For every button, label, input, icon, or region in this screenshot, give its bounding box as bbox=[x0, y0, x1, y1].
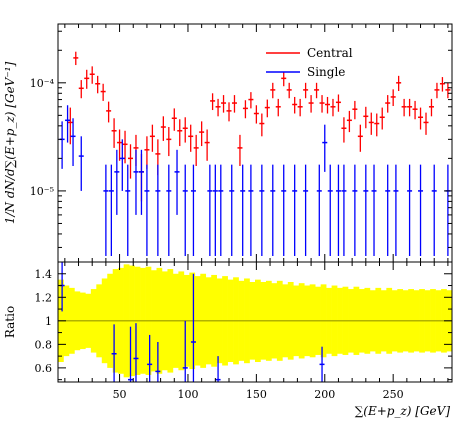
x-tick-label: 150 bbox=[246, 388, 267, 401]
x-tick-label: 200 bbox=[314, 388, 335, 401]
ratio-y-tick-label: 1.2 bbox=[35, 291, 53, 304]
ratio-y-tick-label: 1 bbox=[45, 315, 52, 328]
ratio-data-layer bbox=[59, 262, 325, 382]
main-y-tick-label: 10⁻⁴ bbox=[30, 77, 55, 90]
main-y-axis-label: 1/N dN/d∑(E+p_z) [GeV⁻¹] bbox=[3, 62, 17, 225]
x-axis-label: ∑(E+p_z) [GeV] bbox=[355, 404, 451, 418]
ratio-plot-frame bbox=[57, 261, 453, 383]
ratio-uncertainty-band bbox=[58, 264, 453, 378]
ratio-axes-layer: 0.6 0.8 1 1.2 1.4 50 100 150 200 250 bbox=[35, 262, 452, 401]
legend-label-central: Central bbox=[307, 46, 353, 60]
ratio-y-axis-label: Ratio bbox=[3, 306, 17, 338]
legend: Central Single bbox=[266, 46, 353, 79]
main-data-layer bbox=[59, 51, 451, 256]
main-plot-panel: 10⁻⁵ 10⁻⁴ bbox=[30, 23, 453, 263]
main-y-tick-label: 10⁻⁵ bbox=[30, 185, 54, 198]
ratio-y-tick-label: 1.4 bbox=[35, 268, 53, 281]
x-tick-label: 250 bbox=[383, 388, 404, 401]
x-tick-label: 50 bbox=[113, 388, 127, 401]
ratio-plot-panel: 0.6 0.8 1 1.2 1.4 50 100 150 200 250 bbox=[35, 261, 453, 401]
x-tick-label: 100 bbox=[177, 388, 198, 401]
ratio-y-tick-label: 0.8 bbox=[35, 338, 53, 351]
main-axes-layer: 10⁻⁵ 10⁻⁴ bbox=[30, 24, 452, 262]
legend-label-single: Single bbox=[307, 65, 345, 79]
ratio-y-tick-label: 0.6 bbox=[35, 362, 53, 375]
